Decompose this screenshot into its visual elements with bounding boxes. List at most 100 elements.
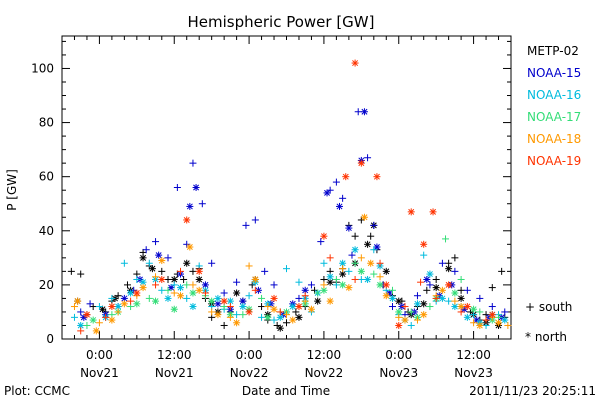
data-point [123,281,131,289]
data-point [152,238,160,246]
data-point [370,246,378,254]
data-point [86,300,94,308]
data-point [382,267,390,275]
y-tick-label: 80 [39,116,54,130]
data-point [470,305,478,313]
data-point [258,294,266,302]
data-point [417,278,425,286]
data-point [145,259,153,267]
data-point [442,235,450,243]
data-point [133,275,141,283]
data-point [413,316,421,324]
legend-entry: NOAA-17 [527,110,581,124]
data-point [423,286,431,294]
data-point [370,221,378,229]
data-point [488,284,496,292]
data-point [445,281,453,289]
data-point [382,281,390,289]
data-point [92,327,100,335]
data-point [95,303,103,311]
data-point [382,292,390,300]
x-tick-date-label: Nov22 [230,366,269,380]
data-point [114,308,122,316]
x-tick-date-label: Nov21 [80,366,119,380]
data-point [195,286,203,294]
legend-entry: METP-02 [527,44,579,58]
data-point [289,316,297,324]
data-point [220,321,228,329]
data-point [295,278,303,286]
data-point [208,259,216,267]
data-points [67,59,512,335]
data-point [251,216,259,224]
data-point [376,281,384,289]
data-point [420,311,428,319]
data-point [373,173,381,181]
data-point [364,154,372,162]
data-point [261,267,269,275]
data-point [258,313,266,321]
data-point [139,284,147,292]
data-point [301,286,309,294]
data-point [426,270,434,278]
data-point [457,286,465,294]
data-point [264,303,272,311]
data-point [367,259,375,267]
data-point [395,321,403,329]
legend-entry: NOAA-19 [527,154,581,168]
data-point [264,313,272,321]
data-point [164,254,172,262]
data-point [158,286,166,294]
data-point [451,254,459,262]
data-point [438,286,446,294]
y-axis: 0 20 40 60 80 100 [31,40,511,346]
data-point [345,224,353,232]
data-point [77,270,85,278]
data-point [139,278,147,286]
y-tick-label: 60 [39,170,54,184]
data-point [292,308,300,316]
data-point [339,259,347,267]
data-point [504,321,512,329]
data-point [357,254,365,262]
data-point [420,240,428,248]
data-point [120,300,128,308]
data-point [314,289,322,297]
data-point [342,173,350,181]
data-point [70,313,78,321]
data-point [270,281,278,289]
data-point [239,303,247,311]
data-point [198,200,206,208]
data-point [276,324,284,332]
data-point [242,221,250,229]
data-point [357,159,365,167]
data-point [389,286,397,294]
data-point [189,159,197,167]
data-point [186,202,194,210]
data-point [354,108,362,116]
data-point [364,240,372,248]
data-point [488,303,496,311]
data-point [301,292,309,300]
data-point [336,202,344,210]
data-point [348,251,356,259]
data-point [320,232,328,240]
data-point [438,259,446,267]
data-point [451,297,459,305]
data-point [152,297,160,305]
data-point [283,319,290,327]
data-point [357,267,365,275]
data-point [164,294,172,302]
data-point [245,262,253,270]
y-tick-label: 40 [39,224,54,238]
data-point [108,316,116,324]
data-point [77,327,85,335]
data-point [176,267,184,275]
data-point [95,319,103,327]
data-point [317,238,325,246]
data-point [401,316,409,324]
data-point [186,243,194,251]
data-point [83,321,91,329]
data-point [226,313,234,321]
data-point [295,303,303,311]
